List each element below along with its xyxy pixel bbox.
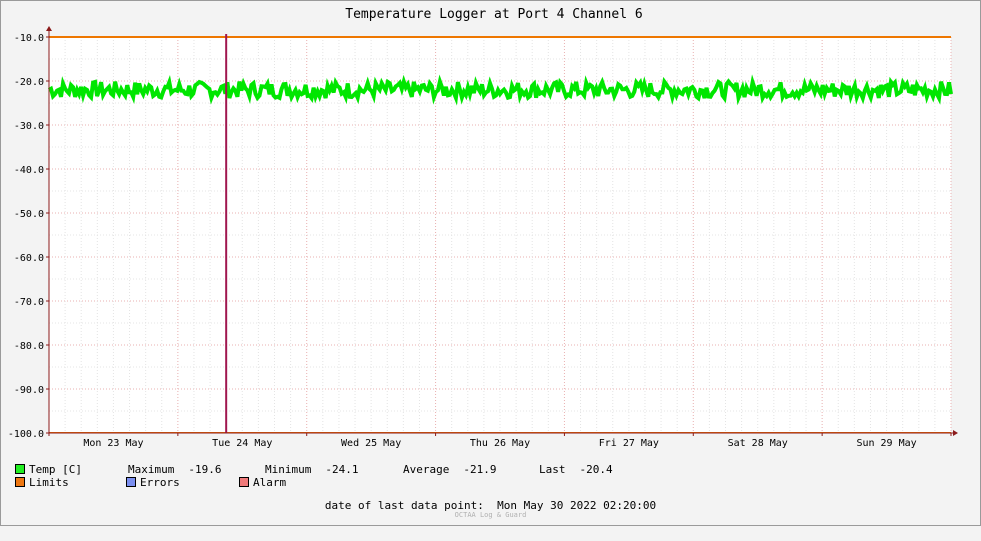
legend-row-status: Limits Errors Alarm bbox=[15, 476, 286, 489]
y-tick-label: -40.0 bbox=[14, 165, 44, 176]
y-tick-label: -70.0 bbox=[14, 297, 44, 308]
x-axis-tick-labels: Mon 23 May Tue 24 May Wed 25 May Thu 26 May… bbox=[83, 438, 916, 449]
stat-average-label: Average bbox=[403, 463, 450, 476]
y-tick-label: -10.0 bbox=[14, 33, 44, 44]
last-data-point-label: date of last data point: bbox=[324, 499, 484, 512]
y-tick-label: -100.0 bbox=[8, 429, 44, 440]
temp-series-line bbox=[47, 74, 953, 106]
y-tick-label: -20.0 bbox=[14, 77, 44, 88]
legend-temp: Temp [C] bbox=[15, 463, 82, 476]
legend-limits-swatch bbox=[15, 477, 25, 487]
x-tick-label: Tue 24 May bbox=[212, 438, 272, 449]
legend-errors: Errors bbox=[126, 476, 180, 489]
legend-alarm-label: Alarm bbox=[253, 476, 287, 489]
y-axis-arrow bbox=[46, 26, 52, 31]
watermark: OCTAA Log & Guard bbox=[454, 511, 527, 519]
stat-maximum-value: -19.6 bbox=[188, 463, 222, 476]
y-tick-label: -60.0 bbox=[14, 253, 44, 264]
legend-row-stats: Temp [C] Maximum -19.6 Minimum -24.1 Avera… bbox=[15, 463, 613, 476]
temperature-chart: Temperature Logger at Port 4 Channel 6 -… bbox=[8, 7, 958, 449]
legend-errors-swatch bbox=[126, 477, 136, 487]
x-tick-label: Mon 23 May bbox=[83, 438, 143, 449]
last-data-point: date of last data point: Mon May 30 2022… bbox=[0, 499, 981, 512]
stat-maximum: Maximum -19.6 bbox=[128, 463, 221, 476]
stat-last-value: -20.4 bbox=[579, 463, 613, 476]
stat-minimum-value: -24.1 bbox=[325, 463, 359, 476]
y-axis-tick-labels: -10.0 -20.0 -30.0 -40.0 -50.0 -60.0 -70.0 -80.0… bbox=[8, 33, 44, 440]
stat-maximum-label: Maximum bbox=[128, 463, 175, 476]
stat-minimum: Minimum -24.1 bbox=[265, 463, 358, 476]
last-data-point-value: Mon May 30 2022 02:20:00 bbox=[497, 499, 657, 512]
legend-temp-swatch bbox=[15, 464, 25, 474]
legend-alarm: Alarm bbox=[239, 476, 286, 489]
x-tick-label: Sun 29 May bbox=[856, 438, 916, 449]
legend-alarm-swatch bbox=[239, 477, 249, 487]
x-tick-label: Sat 28 May bbox=[728, 438, 788, 449]
x-axis-arrow bbox=[953, 430, 958, 436]
legend-limits: Limits bbox=[15, 476, 69, 489]
y-tick-label: -30.0 bbox=[14, 121, 44, 132]
stat-average-value: -21.9 bbox=[463, 463, 497, 476]
temp-series bbox=[47, 74, 953, 106]
stat-last-label: Last bbox=[539, 463, 566, 476]
stat-last: Last -20.4 bbox=[539, 463, 613, 476]
grid-lines bbox=[48, 36, 952, 434]
x-tick-label: Thu 26 May bbox=[470, 438, 530, 449]
stat-minimum-label: Minimum bbox=[265, 463, 312, 476]
x-tick-label: Fri 27 May bbox=[599, 438, 659, 449]
legend-errors-label: Errors bbox=[140, 476, 180, 489]
y-tick-label: -80.0 bbox=[14, 341, 44, 352]
x-tick-label: Wed 25 May bbox=[341, 438, 401, 449]
chart-title: Temperature Logger at Port 4 Channel 6 bbox=[345, 7, 642, 22]
y-tick-label: -90.0 bbox=[14, 385, 44, 396]
stat-average: Average -21.9 bbox=[403, 463, 496, 476]
legend-temp-label: Temp [C] bbox=[29, 463, 82, 476]
y-tick-label: -50.0 bbox=[14, 209, 44, 220]
legend-limits-label: Limits bbox=[29, 476, 69, 489]
axes bbox=[46, 26, 958, 436]
